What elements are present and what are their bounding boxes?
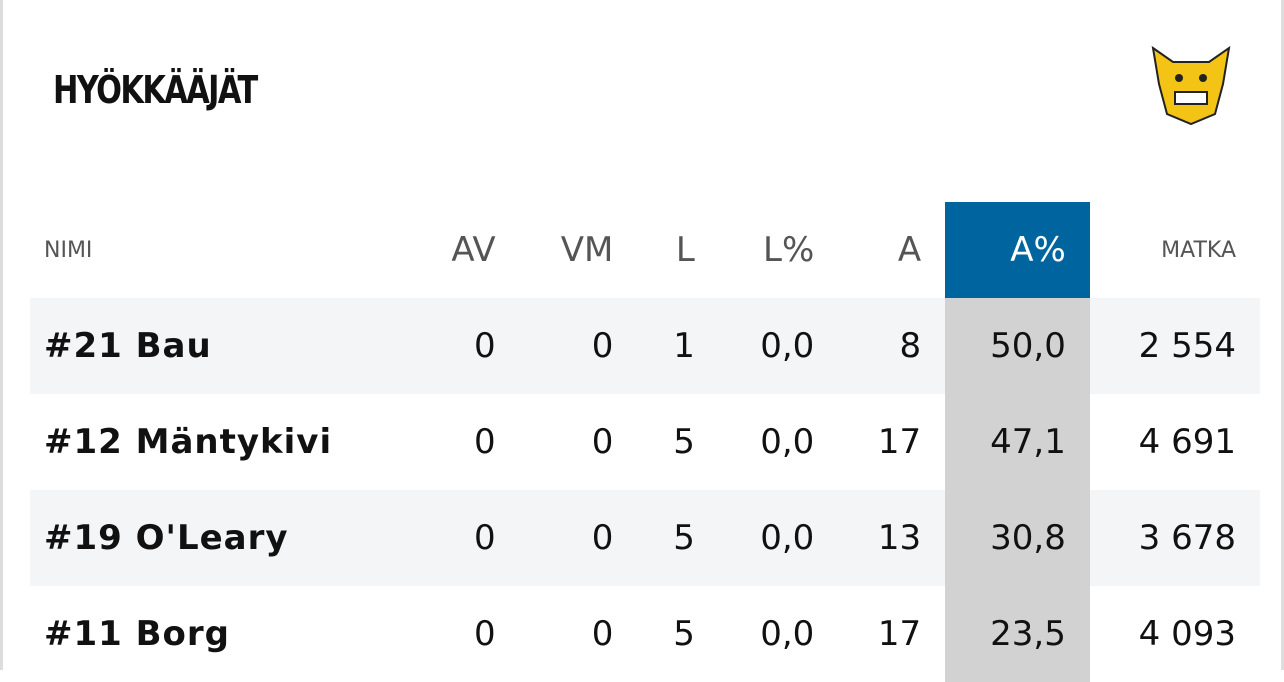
stat-cell: 17 xyxy=(877,422,922,462)
column-header: L% xyxy=(763,230,815,270)
stat-cell: 13 xyxy=(838,490,946,586)
team-logo xyxy=(1151,45,1231,126)
stat-cell: 30,8 xyxy=(945,490,1090,586)
stat-cell: 23,5 xyxy=(945,586,1090,682)
stat-cell: 5 xyxy=(637,490,719,586)
column-header: MATKA xyxy=(1161,237,1236,263)
stat-cell: 8 xyxy=(838,298,946,394)
stat-cell: 5 xyxy=(673,614,695,654)
column-header: A% xyxy=(945,202,1090,298)
column-header: AV xyxy=(451,230,496,270)
stats-table: NIMI AV VM L L% A A% MATKA #21 Bau 0 0 1 0,0 8 50,0 2 … xyxy=(30,202,1260,682)
column-header: A xyxy=(897,230,922,270)
column-header: L xyxy=(675,230,695,270)
stat-cell: 0 xyxy=(591,614,614,654)
player-name: #11 Borg xyxy=(44,614,231,654)
stat-cell: 0 xyxy=(519,298,638,394)
stat-cell: 0 xyxy=(474,614,496,654)
stat-cell: 2 554 xyxy=(1089,298,1260,394)
player-row: #21 Bau 0 0 1 0,0 8 50,0 2 554 xyxy=(30,298,1260,394)
stat-cell: 5 xyxy=(673,422,695,462)
section-title: HYÖKKÄÄJÄT xyxy=(53,68,258,112)
stat-cell: 47,1 xyxy=(945,394,1090,490)
stat-cell: 4 691 xyxy=(1138,422,1236,462)
stat-cell: 17 xyxy=(877,614,922,654)
player-row: #19 O'Leary 0 0 5 0,0 13 30,8 3 678 xyxy=(30,490,1260,586)
stat-cell: 0,0 xyxy=(760,614,815,654)
stat-cell: 0,0 xyxy=(760,422,815,462)
stat-cell: 4 093 xyxy=(1138,614,1236,654)
player-name: #21 Bau xyxy=(30,298,412,394)
stat-cell: 0,0 xyxy=(718,298,839,394)
stat-cell: 0 xyxy=(519,490,638,586)
stat-cell: 0 xyxy=(474,422,496,462)
player-row: #12 Mäntykivi 0 0 5 0,0 17 47,1 4 691 xyxy=(30,394,1260,490)
stat-cell: 0 xyxy=(411,490,520,586)
stat-cell: 0 xyxy=(411,298,520,394)
stat-cell: 1 xyxy=(637,298,719,394)
player-name: #12 Mäntykivi xyxy=(44,422,333,462)
column-header: NIMI xyxy=(44,237,93,263)
player-row: #11 Borg 0 0 5 0,0 17 23,5 4 093 xyxy=(30,586,1260,682)
stat-cell: 3 678 xyxy=(1089,490,1260,586)
player-name: #19 O'Leary xyxy=(30,490,412,586)
stat-cell: 0 xyxy=(591,422,614,462)
column-header: VM xyxy=(560,230,614,270)
stat-cell: 50,0 xyxy=(945,298,1090,394)
stat-cell: 0,0 xyxy=(718,490,839,586)
